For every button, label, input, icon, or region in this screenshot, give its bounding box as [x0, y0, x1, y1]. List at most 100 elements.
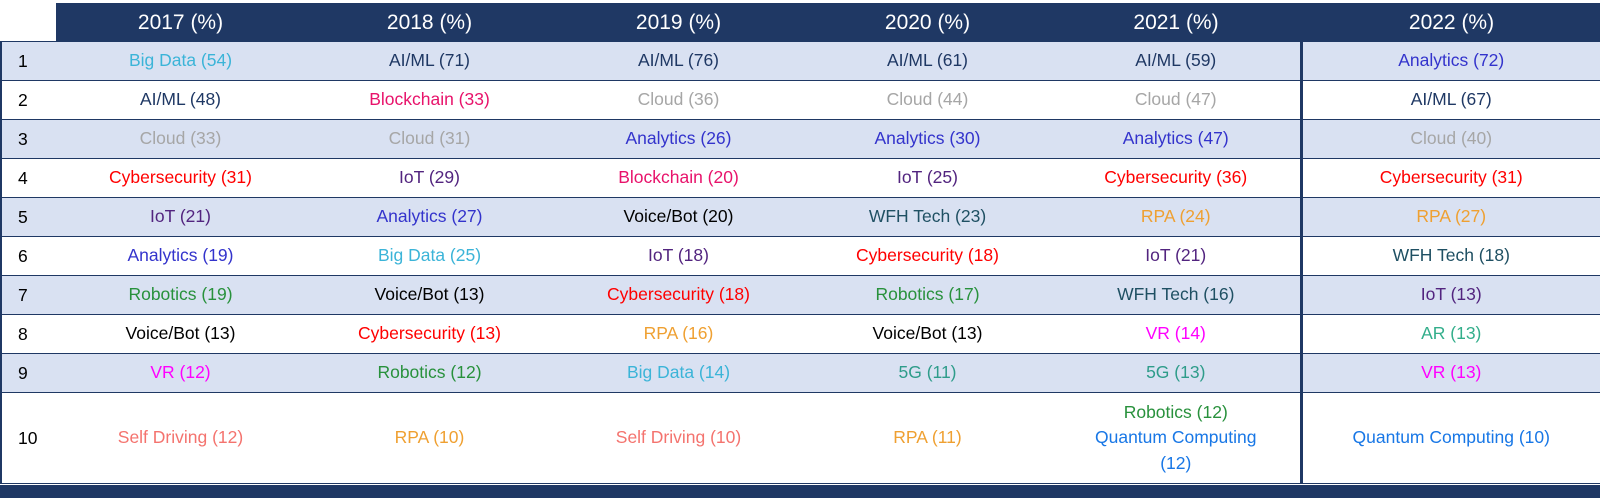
tech-entry: Voice/Bot (13): [125, 323, 236, 344]
tech-entry: Blockchain (20): [618, 167, 739, 188]
tech-cell: Cloud (44): [803, 80, 1052, 120]
tech-cell: Analytics (26): [554, 119, 803, 159]
tech-cell: RPA (11): [803, 392, 1052, 484]
tech-entry: Big Data (54): [128, 50, 233, 71]
tech-entry: Cybersecurity (13): [358, 323, 501, 344]
tech-cell: WFH Tech (23): [803, 197, 1052, 237]
rank-cell: 3: [0, 119, 56, 159]
tech-cell: IoT (25): [803, 158, 1052, 198]
tech-cell: Robotics (12): [305, 353, 554, 393]
tech-cell: Cloud (40): [1299, 119, 1600, 159]
tech-entry: Voice/Bot (13): [374, 284, 485, 305]
tech-entry: VR (14): [1145, 323, 1206, 344]
tech-entry: IoT (21): [150, 206, 211, 227]
rank-cell: 1: [0, 41, 56, 81]
tech-entry: RPA (27): [1416, 206, 1487, 227]
tech-entry: Quantum Computing (12): [1095, 427, 1257, 473]
tech-entry: Analytics (30): [874, 128, 981, 149]
header-corner-cell: [1, 3, 56, 42]
tech-cell: AI/ML (61): [803, 41, 1052, 81]
table-row: 9 VR (12) Robotics (12) Big Data (14) 5G (11…: [0, 353, 1600, 393]
tech-entry: AI/ML (76): [637, 50, 720, 71]
tech-entry: Robotics (17): [875, 284, 980, 305]
tech-cell: VR (13): [1299, 353, 1600, 393]
header-row: 2017 (%) 2018 (%) 2019 (%) 2020 (%) 2021 (%)…: [1, 3, 1600, 42]
tech-cell: IoT (21): [1052, 236, 1301, 276]
tech-entry: AI/ML (61): [886, 50, 969, 71]
tech-entry: IoT (29): [399, 167, 460, 188]
table-row: 10 Self Driving (12) RPA (10) Self Driving …: [0, 392, 1600, 484]
tech-entry: IoT (21): [1145, 245, 1207, 266]
table-row: 5 IoT (21) Analytics (27) Voice/Bot (20) WFH…: [0, 197, 1600, 237]
tech-entry: AI/ML (48): [139, 89, 222, 110]
tech-entry: Cybersecurity (31): [109, 167, 252, 188]
tech-cell: AR (13): [1299, 314, 1600, 354]
tech-entry: RPA (16): [643, 323, 714, 344]
year-header: 2019 (%): [553, 3, 804, 42]
tech-entry: Cybersecurity (18): [607, 284, 750, 305]
tech-cell: Cybersecurity (31): [1299, 158, 1600, 198]
tech-entry: Robotics (12): [377, 362, 482, 383]
tech-entry: Quantum Computing (10): [1352, 427, 1550, 448]
table-row: 1 Big Data (54) AI/ML (71) AI/ML (76) AI/ML …: [0, 41, 1600, 81]
tech-cell: Analytics (19): [56, 236, 305, 276]
table-row: 6 Analytics (19) Big Data (25) IoT (18) Cybe…: [0, 236, 1600, 276]
tech-cell: Analytics (72): [1299, 41, 1600, 81]
tech-cell: Self Driving (12): [56, 392, 305, 484]
tech-entry: RPA (10): [394, 427, 465, 448]
tech-cell: Cloud (33): [56, 119, 305, 159]
tech-cell: 5G (11): [803, 353, 1052, 393]
tech-cell: VR (14): [1052, 314, 1301, 354]
tech-entry: Cloud (33): [139, 128, 222, 149]
rank-cell: 2: [0, 80, 56, 120]
tech-cell: 5G (13): [1052, 353, 1301, 393]
table-body: 1 Big Data (54) AI/ML (71) AI/ML (76) AI/ML …: [0, 41, 1600, 484]
tech-entry: Big Data (14): [626, 362, 731, 383]
rank-cell: 4: [0, 158, 56, 198]
tech-cell: IoT (29): [305, 158, 554, 198]
tech-entry: WFH Tech (18): [1392, 245, 1510, 266]
table-row: 2 AI/ML (48) Blockchain (33) Cloud (36) Clou…: [0, 80, 1600, 120]
rank-cell: 10: [0, 392, 56, 484]
year-header: 2021 (%): [1051, 3, 1302, 42]
tech-entry: Analytics (26): [625, 128, 732, 149]
tech-cell: WFH Tech (16): [1052, 275, 1301, 315]
tech-entry: Cloud (31): [388, 128, 471, 149]
rank-cell: 8: [0, 314, 56, 354]
year-header: 2018 (%): [304, 3, 555, 42]
tech-entry: Blockchain (33): [369, 89, 490, 110]
tech-cell: VR (12): [56, 353, 305, 393]
tech-cell: Analytics (27): [305, 197, 554, 237]
tech-entry: Analytics (27): [376, 206, 483, 227]
tech-entry: Voice/Bot (20): [623, 206, 734, 227]
tech-entry: 5G (13): [1146, 362, 1206, 383]
tech-cell: Cybersecurity (36): [1052, 158, 1301, 198]
tech-cell: Quantum Computing (10): [1299, 392, 1600, 484]
table-row: 4 Cybersecurity (31) IoT (29) Blockchain (2…: [0, 158, 1600, 198]
tech-entry: IoT (18): [648, 245, 709, 266]
tech-cell: Cloud (31): [305, 119, 554, 159]
tech-entry: Voice/Bot (13): [872, 323, 983, 344]
rank-cell: 6: [0, 236, 56, 276]
tech-cell: Cybersecurity (18): [803, 236, 1052, 276]
tech-cell: Voice/Bot (13): [803, 314, 1052, 354]
tech-entry: WFH Tech (23): [868, 206, 987, 227]
tech-cell: Cybersecurity (18): [554, 275, 803, 315]
tech-entry: Self Driving (12): [117, 427, 244, 448]
year-header: 2017 (%): [55, 3, 306, 42]
tech-entry: Self Driving (10): [615, 427, 742, 448]
bottom-accent-bar: [0, 485, 1600, 498]
rank-cell: 9: [0, 353, 56, 393]
tech-cell: Big Data (14): [554, 353, 803, 393]
tech-cell: Cloud (36): [554, 80, 803, 120]
tech-entry: Cybersecurity (31): [1379, 167, 1523, 188]
tech-cell: RPA (27): [1299, 197, 1600, 237]
tech-cell: AI/ML (71): [305, 41, 554, 81]
tech-entry: AI/ML (59): [1135, 50, 1217, 71]
tech-cell: IoT (13): [1299, 275, 1600, 315]
tech-cell: AI/ML (59): [1052, 41, 1301, 81]
tech-entry: WFH Tech (16): [1117, 284, 1235, 305]
tech-entry: RPA (24): [1140, 206, 1211, 227]
tech-cell: Blockchain (20): [554, 158, 803, 198]
